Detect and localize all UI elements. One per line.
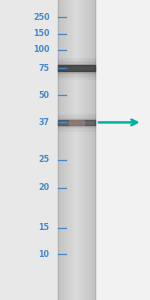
Text: 37: 37 [39,118,50,127]
Bar [92,0,93,300]
Bar [74,0,75,300]
Bar [68,0,69,300]
Bar [89,0,90,300]
Bar [58,61,95,76]
Bar [69,0,70,300]
Text: 100: 100 [33,45,50,54]
Bar [61,0,62,300]
Bar [82,0,83,300]
Bar [58,65,95,71]
Bar [69,120,84,125]
Bar [71,0,72,300]
Bar [58,120,95,125]
Bar [77,0,78,300]
Bar [62,0,63,300]
Bar [66,0,67,300]
Bar [76,0,77,300]
Bar [61,0,62,300]
Bar [80,0,81,300]
Bar [58,120,95,125]
Bar [85,0,86,300]
Bar [72,0,73,300]
Bar [73,0,74,300]
Bar [87,0,88,300]
Text: 10: 10 [39,250,50,259]
Bar [88,0,89,300]
Bar [81,0,82,300]
Bar [58,115,95,130]
Bar [58,0,59,300]
Bar [58,64,95,73]
Bar [58,59,95,77]
Text: 150: 150 [33,29,50,38]
Bar [83,0,84,300]
Bar [78,0,79,300]
Bar [84,0,85,300]
Text: 25: 25 [38,155,50,164]
Text: 20: 20 [38,183,50,192]
Bar [58,58,95,79]
Bar [60,0,61,300]
Bar [70,0,71,300]
Bar [75,0,76,300]
Bar [90,0,91,300]
Bar [58,65,95,71]
Bar [59,0,60,300]
Bar [58,119,95,126]
Bar [93,0,94,300]
Bar [58,0,150,300]
Text: 15: 15 [39,224,50,232]
Bar [67,0,68,300]
Bar [86,0,87,300]
Bar [79,0,80,300]
Text: 250: 250 [33,13,50,22]
Bar [58,62,95,74]
Bar [58,116,95,128]
Text: 50: 50 [39,91,50,100]
Bar [65,0,66,300]
Bar [58,114,95,131]
Text: 75: 75 [39,64,50,73]
Bar [94,0,95,300]
Bar [64,0,65,300]
Bar [58,118,95,127]
Bar [63,0,64,300]
